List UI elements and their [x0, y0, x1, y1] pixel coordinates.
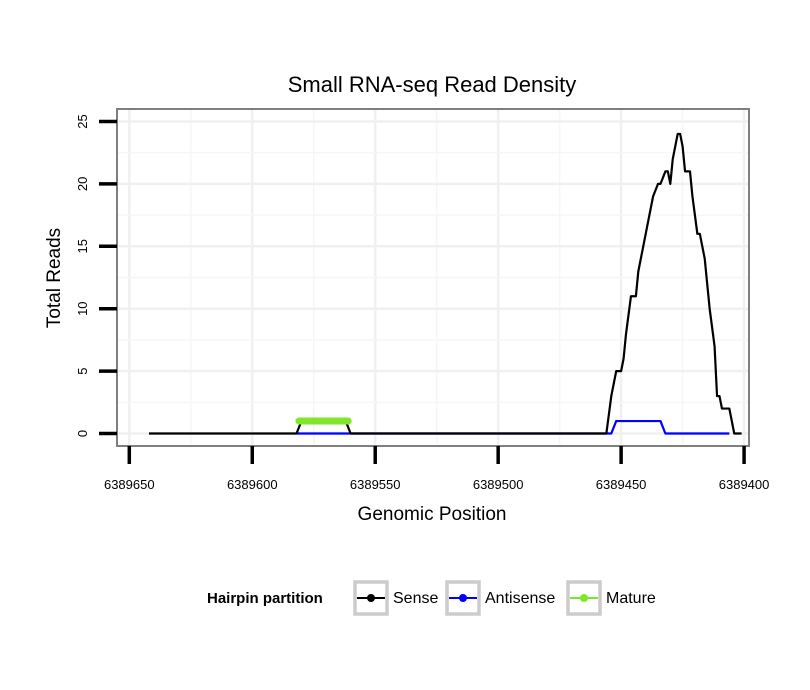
- legend-key-point-antisense: [459, 594, 467, 602]
- x-tick-label: 6389550: [350, 477, 401, 492]
- legend-key-point-sense: [367, 594, 375, 602]
- y-axis: 0 5 10 15 20 25: [75, 114, 117, 437]
- y-tick-label: 15: [75, 239, 90, 253]
- x-tick-label: 6389650: [104, 477, 155, 492]
- data-series: [148, 132, 742, 435]
- x-axis: 6389650 6389600 6389550 6389500 6389450 63894…: [104, 446, 769, 492]
- legend: Hairpin partition Sense Antisense Mature: [207, 580, 656, 616]
- x-tick-label: 6389500: [473, 477, 524, 492]
- plot-panel-border: [116, 108, 750, 447]
- legend-label-sense: Sense: [393, 590, 438, 607]
- y-tick-label: 5: [75, 367, 90, 374]
- legend-key-point-mature: [580, 594, 588, 602]
- y-tick-label: 20: [75, 177, 90, 191]
- chart-title: Small RNA-seq Read Density: [288, 72, 577, 97]
- y-tick-label: 0: [75, 430, 90, 437]
- y-axis-title: Total Reads: [44, 228, 65, 328]
- legend-title: Hairpin partition: [207, 590, 323, 607]
- grid-lines: [117, 109, 749, 446]
- x-tick-label: 6389600: [227, 477, 278, 492]
- y-tick-label: 25: [75, 114, 90, 128]
- x-tick-label: 6389450: [596, 477, 647, 492]
- legend-label-antisense: Antisense: [485, 590, 555, 607]
- series-line-sense: [148, 132, 742, 435]
- legend-label-mature: Mature: [606, 590, 656, 607]
- y-tick-label: 10: [75, 301, 90, 315]
- x-tick-label: 6389400: [719, 477, 770, 492]
- x-axis-title: Genomic Position: [358, 504, 507, 525]
